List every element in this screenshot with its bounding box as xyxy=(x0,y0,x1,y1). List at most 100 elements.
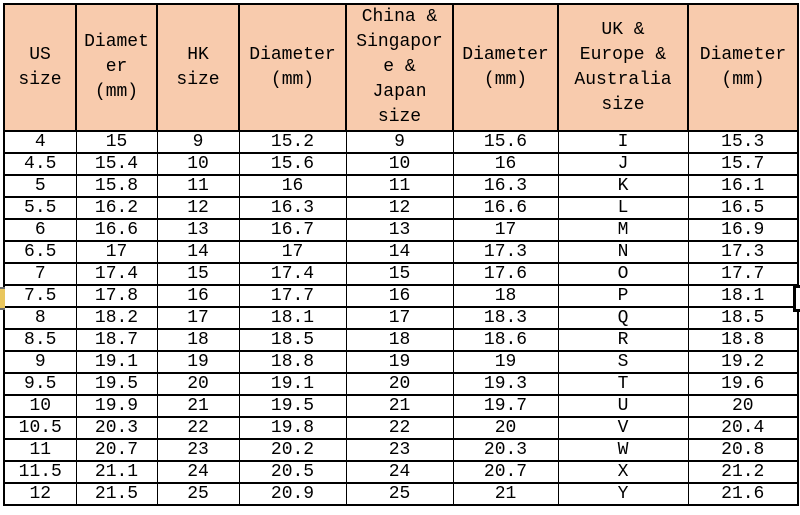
table-cell: 23 xyxy=(156,438,240,462)
table-row: 10.5 20.3 22 19.8 22 20 V 20.4 xyxy=(3,416,799,440)
table-cell: 18.1 xyxy=(238,306,347,330)
table-cell: 22 xyxy=(156,416,240,440)
table-row: 6 16.6 13 16.7 13 17 M 16.9 xyxy=(3,218,799,242)
table-cell: 12 xyxy=(345,196,454,220)
table-cell: O xyxy=(557,262,689,286)
table-cell: 21 xyxy=(345,394,454,418)
table-cell: 17.3 xyxy=(687,240,799,264)
table-cell: V xyxy=(557,416,689,440)
table-row: 10 19.9 21 19.5 21 19.7 U 20 xyxy=(3,394,799,418)
table-cell: 18.3 xyxy=(452,306,559,330)
table-cell: 19.2 xyxy=(687,350,799,374)
table-cell: N xyxy=(557,240,689,264)
table-cell: P xyxy=(557,284,689,308)
table-cell: 20 xyxy=(452,416,559,440)
table-cell: 18.8 xyxy=(687,328,799,352)
table-cell: 16 xyxy=(238,174,347,198)
table-cell: 9 xyxy=(345,130,454,154)
table-cell: 16 xyxy=(156,284,240,308)
table-cell: 4.5 xyxy=(3,152,77,176)
table-cell: 18.5 xyxy=(238,328,347,352)
table-cell: 15.6 xyxy=(452,130,559,154)
table-row: 4.5 15.4 10 15.6 10 16 J 15.7 xyxy=(3,152,799,176)
table-cell: 16.6 xyxy=(75,218,158,242)
table-cell: 9 xyxy=(3,350,77,374)
table-cell: S xyxy=(557,350,689,374)
table-body: 4 15 9 15.2 9 15.6 I 15.3 4.5 15.4 10 15.6 10 16 J 15.7… xyxy=(3,130,799,506)
table-cell: T xyxy=(557,372,689,396)
table-cell: 14 xyxy=(156,240,240,264)
table-cell: 17 xyxy=(452,218,559,242)
table-cell: 15 xyxy=(75,130,158,154)
table-cell: 16.5 xyxy=(687,196,799,220)
table-cell: 6.5 xyxy=(3,240,77,264)
table-cell: J xyxy=(557,152,689,176)
table-cell: 17 xyxy=(156,306,240,330)
table-row: 8 18.2 17 18.1 17 18.3 Q 18.5 xyxy=(3,306,799,330)
table-cell: 19.9 xyxy=(75,394,158,418)
table-cell: Y xyxy=(557,482,689,506)
table-cell: 16.7 xyxy=(238,218,347,242)
table-cell: 17 xyxy=(75,240,158,264)
table-cell: 14 xyxy=(345,240,454,264)
table-cell: 7.5 xyxy=(3,284,77,308)
table-cell: 19.3 xyxy=(452,372,559,396)
table-cell: U xyxy=(557,394,689,418)
table-cell: 16.3 xyxy=(238,196,347,220)
column-header-us-size: US size xyxy=(3,3,77,132)
table-cell: 21 xyxy=(452,482,559,506)
table-cell: 19.5 xyxy=(75,372,158,396)
table-cell: 21 xyxy=(156,394,240,418)
table-cell: 11 xyxy=(3,438,77,462)
table-cell: 24 xyxy=(345,460,454,484)
table-cell: 8 xyxy=(3,306,77,330)
table-cell: 16.6 xyxy=(452,196,559,220)
table-cell: 10 xyxy=(345,152,454,176)
row-selection-tick xyxy=(0,287,5,310)
table-cell: 20 xyxy=(156,372,240,396)
table-cell: 20 xyxy=(345,372,454,396)
table-cell: 5 xyxy=(3,174,77,198)
table-cell: 25 xyxy=(156,482,240,506)
table-row: 8.5 18.7 18 18.5 18 18.6 R 18.8 xyxy=(3,328,799,352)
table-row: 5 15.8 11 16 11 16.3 K 16.1 xyxy=(3,174,799,198)
cell-selection-bracket xyxy=(793,285,800,312)
table-cell: 21.2 xyxy=(687,460,799,484)
table-cell: 18 xyxy=(156,328,240,352)
table-cell: 19.1 xyxy=(75,350,158,374)
table-cell: 18.2 xyxy=(75,306,158,330)
table-cell: 16.9 xyxy=(687,218,799,242)
table-row: 9.5 19.5 20 19.1 20 19.3 T 19.6 xyxy=(3,372,799,396)
table-row: 7.5 17.8 16 17.7 16 18 P 18.1 xyxy=(3,284,799,308)
table-cell: 15.4 xyxy=(75,152,158,176)
table-cell: 17.4 xyxy=(238,262,347,286)
table-cell: 20.7 xyxy=(452,460,559,484)
table-cell: 16 xyxy=(452,152,559,176)
table-cell: 25 xyxy=(345,482,454,506)
table-cell: 20.2 xyxy=(238,438,347,462)
table-cell: 13 xyxy=(345,218,454,242)
table-cell: K xyxy=(557,174,689,198)
table-cell: 10 xyxy=(156,152,240,176)
column-header-cn-sg-jp-size: China & Singapor e & Japan size xyxy=(345,3,454,132)
table-cell: 7 xyxy=(3,262,77,286)
table-cell: 19 xyxy=(452,350,559,374)
table-cell: 11.5 xyxy=(3,460,77,484)
table-cell: 15.2 xyxy=(238,130,347,154)
table-row: 7 17.4 15 17.4 15 17.6 O 17.7 xyxy=(3,262,799,286)
column-header-hk-size: HK size xyxy=(156,3,240,132)
table-cell: 20.7 xyxy=(75,438,158,462)
table-cell: X xyxy=(557,460,689,484)
table-cell: 15.3 xyxy=(687,130,799,154)
table-cell: 17.7 xyxy=(238,284,347,308)
table-cell: 20.3 xyxy=(452,438,559,462)
table-cell: 15.6 xyxy=(238,152,347,176)
table-cell: 19.6 xyxy=(687,372,799,396)
table-row: 6.5 17 14 17 14 17.3 N 17.3 xyxy=(3,240,799,264)
table-cell: 19 xyxy=(345,350,454,374)
table-row: 11 20.7 23 20.2 23 20.3 W 20.8 xyxy=(3,438,799,462)
table-cell: 16.1 xyxy=(687,174,799,198)
table-cell: 18.6 xyxy=(452,328,559,352)
table-row: 4 15 9 15.2 9 15.6 I 15.3 xyxy=(3,130,799,154)
